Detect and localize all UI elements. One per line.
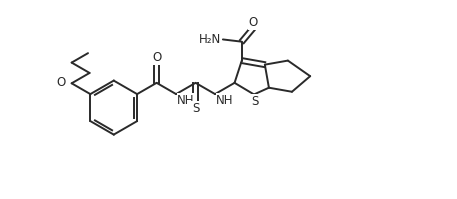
Text: O: O (57, 76, 66, 89)
Text: S: S (251, 95, 259, 108)
Text: S: S (192, 101, 199, 115)
Text: H₂N: H₂N (198, 33, 221, 46)
Text: NH: NH (216, 94, 234, 107)
Text: O: O (152, 51, 161, 64)
Text: NH: NH (177, 94, 195, 107)
Text: O: O (248, 16, 257, 29)
